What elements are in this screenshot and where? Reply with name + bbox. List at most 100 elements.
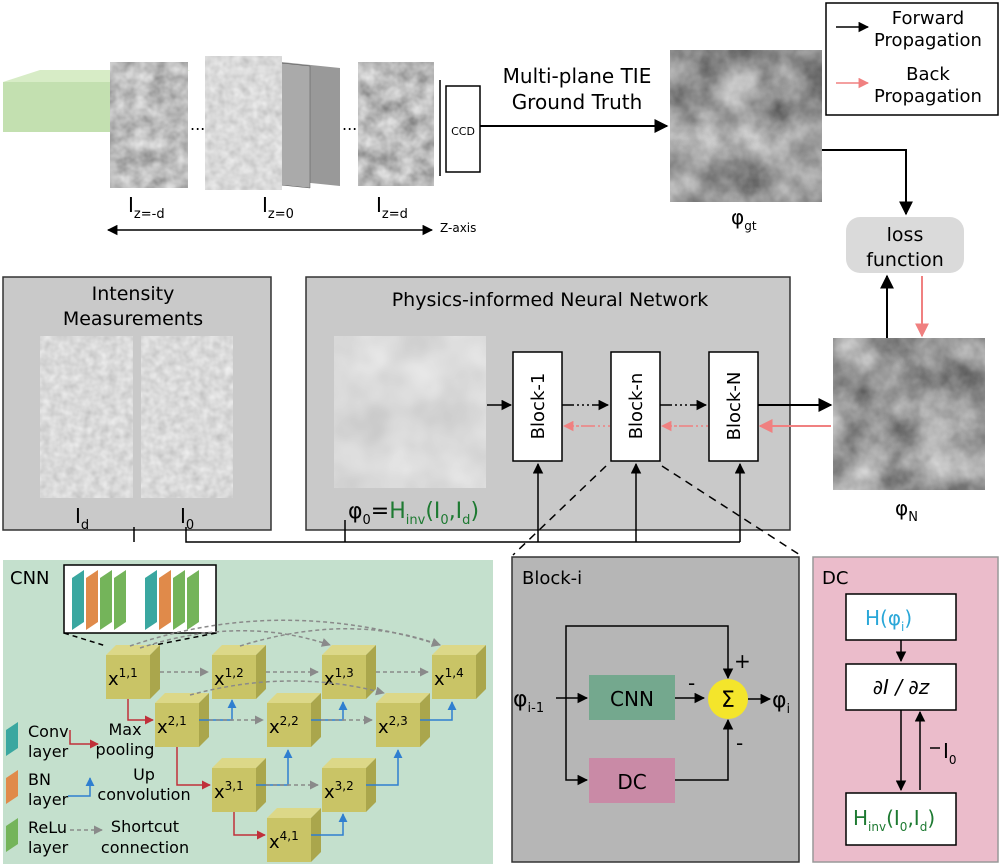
legend-conv-l2: layer [28, 742, 69, 761]
phi-out-label: φi [772, 688, 790, 717]
zoom-right [149, 632, 217, 647]
layer-relu-1 [100, 570, 112, 630]
layer-bn-1 [86, 570, 98, 630]
gt-label-line2: Ground Truth [512, 90, 643, 114]
stack-ellipsis-left: ... [190, 115, 205, 134]
legend-bn-swatch [6, 770, 18, 804]
loss-function-box [846, 217, 964, 273]
pool-1-2 [127, 699, 154, 725]
propagation-legend: Forward Propagation Back Propagation [825, 2, 999, 116]
in-to-dc [565, 698, 589, 786]
plane-labels: Iz=-d Iz=0 Iz=d Z-axis [106, 193, 476, 236]
legend-shortcut-l1: Shortcut [111, 817, 179, 836]
intensity-title-1: Intensity [92, 283, 175, 305]
legend-forward-label-1: Forward [892, 8, 964, 29]
dc-h-phi-box [845, 593, 957, 641]
legend-maxpool-l2: pooling [96, 740, 155, 759]
ground-truth-path: Multi-plane TIE Ground Truth φgt [480, 50, 913, 233]
gt-label-line1: Multi-plane TIE [503, 64, 652, 88]
block-1-box [512, 351, 563, 462]
sc-11-13 [139, 629, 331, 649]
cnn-node-x1-3: x1,3 [322, 645, 376, 699]
image-plane-zero [205, 56, 282, 190]
block-n-box [610, 351, 661, 462]
intensity-title-2: Measurements [63, 308, 203, 330]
dc-title: DC [822, 568, 848, 589]
legend-shortcut-l2: connection [101, 838, 189, 857]
block-n-label: Block-n [626, 373, 647, 440]
feed-line-i0 [185, 527, 740, 543]
layer-relu-2b [187, 570, 199, 630]
svg-text:x2,2: x2,2 [269, 714, 299, 738]
label-i-zero: Iz=0 [262, 193, 294, 222]
block-1-label: Block-1 [528, 373, 549, 440]
label-i-d: Id [75, 504, 89, 533]
sc-12-14 [239, 628, 441, 647]
sign-minus-cnn: - [688, 671, 695, 695]
legend-relu-l2: layer [28, 838, 69, 857]
zoom-left [63, 632, 107, 647]
legend-maxpool-arrow [69, 730, 99, 749]
legend-conv-swatch [6, 722, 18, 756]
layer-conv-1 [72, 570, 84, 630]
svg-text:x2,3: x2,3 [378, 714, 408, 738]
sign-plus: + [734, 649, 751, 673]
ccd-sensor [445, 85, 481, 173]
svg-text:x1,4: x1,4 [434, 666, 464, 690]
phase-output: φN [833, 338, 985, 525]
image-plane-minus-d [110, 62, 188, 188]
legend-upconv-arrow [68, 777, 95, 797]
initial-phase-image [334, 336, 486, 488]
legend-forward-label-2: Propagation [874, 30, 982, 51]
legend-back-label-2: Propagation [874, 86, 982, 107]
dc-h-phi: H(φi) [865, 606, 912, 634]
block-N-box [708, 351, 759, 462]
cnn-arrows [127, 619, 457, 840]
phase-gt-image [670, 50, 822, 202]
cnn-node-x3-1: x3,1 [212, 758, 266, 812]
pool-2-3 [176, 747, 211, 790]
phi-gt-label: φgt [731, 205, 757, 233]
up-32-23 [366, 749, 403, 786]
dc-hinv-box [845, 792, 957, 846]
ccd-label: CCD [451, 125, 475, 138]
layer-relu-2 [173, 570, 185, 630]
block-N-label: Block-N [724, 372, 745, 441]
sum-node [708, 679, 748, 719]
legend-relu-l1: ReLu [28, 818, 67, 837]
arrow-gt-to-loss [822, 149, 913, 216]
dc-panel: DC H(φi) ∂I / ∂z I0 Hinv(I0,Id) [812, 556, 999, 863]
image-plane-plus-d [358, 62, 434, 186]
label-i-plus-d: Iz=d [376, 193, 408, 222]
svg-text:x4,1: x4,1 [269, 829, 299, 853]
loss-line1: loss [887, 224, 924, 246]
sc-11-14 [129, 619, 441, 647]
legend-bn-l1: BN [28, 770, 51, 789]
layer-relu-1b [114, 570, 126, 630]
cnn-legend: Conv layer BN layer ReLu layer Max pooli… [6, 720, 191, 857]
block-i-title: Block-i [522, 568, 582, 589]
intensity-image-0 [141, 336, 233, 498]
layer-bn-2 [159, 570, 171, 630]
pool-3-4 [233, 812, 266, 840]
intensity-image-d [40, 336, 133, 498]
phase-N-image [833, 338, 985, 490]
dc-to-sum [675, 718, 734, 781]
block-i-dc-label: DC [617, 770, 646, 794]
legend-maxpool-l1: Max [108, 720, 141, 739]
z-axis-label: Z-axis [440, 221, 476, 235]
stack-ellipsis-right: ... [342, 115, 357, 134]
legend-box [825, 2, 999, 116]
phi-N-label: φN [895, 496, 918, 525]
svg-text:x1,1: x1,1 [108, 666, 138, 690]
phi-in-label: φi-1 [513, 687, 544, 716]
defocus-stack: ... ... CCD [3, 56, 481, 190]
up-23-14 [420, 701, 457, 721]
svg-text:x3,2: x3,2 [324, 779, 354, 803]
sign-minus-dc: - [736, 731, 743, 755]
skip-path [565, 625, 734, 698]
up-4-3 [311, 813, 348, 836]
cnn-cubes: x1,1 x1,2 x1,3 x1,4 x2,1 x2,2 x2,3 x3,1 x3,2 x4,1 [106, 645, 486, 862]
svg-text:x1,2: x1,2 [214, 666, 244, 690]
